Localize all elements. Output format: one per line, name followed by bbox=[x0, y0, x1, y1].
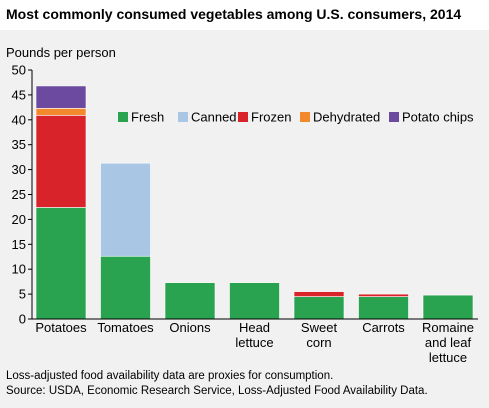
legend-swatch-canned bbox=[178, 112, 188, 122]
legend-label-dehydrated: Dehydrated bbox=[313, 110, 380, 125]
bar-segment-canned bbox=[100, 162, 151, 257]
bar-segment-frozen bbox=[35, 115, 87, 208]
bar-segment-dehydrated bbox=[35, 108, 87, 116]
legend-swatch-fresh bbox=[118, 112, 128, 122]
bar-segment-fresh bbox=[100, 255, 151, 320]
legend-swatch-potato-chips bbox=[389, 112, 399, 122]
y-tick-label: 5 bbox=[19, 287, 26, 302]
footnote-proxy: Loss-adjusted food availability data are… bbox=[6, 370, 334, 382]
y-tick-label: 25 bbox=[12, 187, 26, 202]
x-tick-label: corn bbox=[306, 335, 331, 350]
legend-swatch-dehydrated bbox=[300, 112, 310, 122]
x-tick-label: and leaf bbox=[425, 335, 472, 350]
bar-segment-fresh bbox=[422, 294, 474, 320]
y-tick-label: 0 bbox=[19, 312, 26, 327]
bar-segment-potato-chips bbox=[35, 85, 87, 109]
x-tick-label: Tomatoes bbox=[97, 320, 154, 335]
y-tick-label: 20 bbox=[12, 212, 26, 227]
x-tick-label: Potatoes bbox=[35, 320, 87, 335]
x-tick-label: Romaine bbox=[422, 320, 474, 335]
x-tick-label: lettuce bbox=[235, 335, 273, 350]
bar-segment-fresh bbox=[358, 296, 409, 320]
footnote-source: Source: USDA, Economic Research Service,… bbox=[6, 385, 428, 397]
x-tick-label: Head bbox=[239, 320, 270, 335]
legend-swatch-frozen bbox=[238, 112, 248, 122]
y-tick-label: 10 bbox=[12, 262, 26, 277]
y-tick-label: 50 bbox=[12, 63, 26, 78]
x-tick-label: lettuce bbox=[429, 350, 467, 365]
chart-title: Most commonly consumed vegetables among … bbox=[6, 6, 462, 22]
y-tick-label: 15 bbox=[12, 237, 26, 252]
x-tick-label: Carrots bbox=[362, 320, 405, 335]
y-tick-label: 40 bbox=[12, 112, 26, 127]
legend-label-potato-chips: Potato chips bbox=[402, 110, 474, 125]
legend-label-fresh: Fresh bbox=[131, 110, 164, 125]
x-tick-label: Onions bbox=[169, 320, 211, 335]
bar-segment-fresh bbox=[293, 296, 345, 320]
bar-segment-fresh bbox=[164, 282, 216, 320]
legend-label-canned: Canned bbox=[191, 110, 237, 125]
y-tick-label: 35 bbox=[12, 137, 26, 152]
y-tick-label: 30 bbox=[12, 162, 26, 177]
bar-segment-frozen bbox=[293, 291, 345, 297]
bar-segment-frozen bbox=[358, 293, 409, 297]
y-tick-label: 45 bbox=[12, 87, 26, 102]
bar-segment-fresh bbox=[35, 207, 87, 320]
legend-label-frozen: Frozen bbox=[251, 110, 291, 125]
y-axis-label: Pounds per person bbox=[6, 45, 116, 60]
x-tick-label: Sweet bbox=[301, 320, 338, 335]
title-band bbox=[0, 0, 489, 30]
bar-segment-fresh bbox=[229, 282, 280, 320]
